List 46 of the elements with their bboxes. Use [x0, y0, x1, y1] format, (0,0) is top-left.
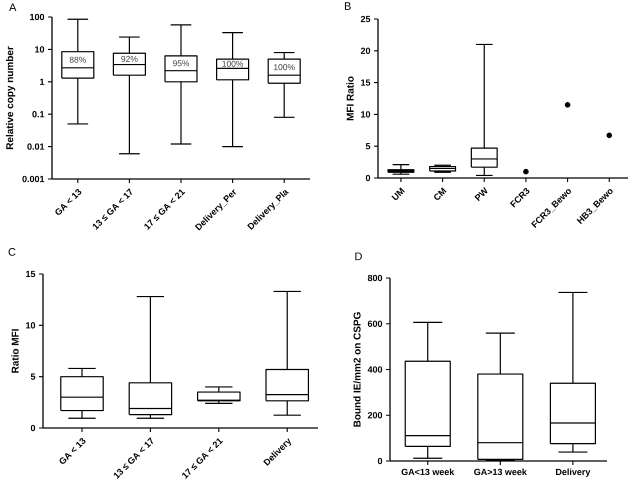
annotation: 100%: [222, 60, 244, 67]
x-tick-label: GA < 13: [60, 438, 86, 464]
x-tick-label: PW: [474, 186, 488, 202]
y-tick-label: 0.1: [32, 111, 44, 118]
y-tick-label: 10: [26, 322, 36, 329]
annotation: 88%: [70, 56, 86, 63]
y-axis-title: Ratio MFI: [11, 329, 19, 373]
y-tick-label: 15: [361, 79, 370, 86]
y-tick-label: 5: [30, 374, 36, 380]
x-tick-label: UM: [391, 187, 405, 200]
y-tick-label: 0.001: [22, 176, 44, 182]
annotation: 95%: [172, 60, 190, 66]
y-tick-label: 100: [30, 14, 44, 20]
y-tick-label: 0.01: [27, 143, 44, 150]
y-tick-label: 20: [360, 48, 370, 54]
y-tick-label: 10: [361, 111, 370, 118]
y-tick-label: 800: [368, 274, 382, 282]
x-tick-label: GA<13 week: [402, 468, 454, 476]
y-tick-label: 400: [368, 366, 382, 373]
y-axis-title: MFI Ratio: [346, 76, 354, 120]
y-tick-label: 10: [35, 46, 44, 53]
y-tick-label: 25: [360, 16, 370, 22]
x-tick-label: GA < 13: [55, 188, 82, 215]
y-tick-label: 0: [378, 458, 382, 464]
x-tick-label: CM: [434, 187, 447, 200]
y-axis-title: Relative copy number: [6, 46, 16, 150]
x-tick-label: 13 ≤ GA < 17: [92, 188, 132, 230]
annotation: 100%: [274, 64, 295, 70]
y-tick-label: 200: [368, 412, 382, 418]
y-tick-label: 1: [40, 78, 44, 85]
y-tick-label: 0: [366, 174, 370, 182]
chart-title: A: [9, 3, 16, 12]
y-tick-label: 600: [368, 320, 382, 327]
y-tick-label: 0: [30, 424, 36, 432]
chart-title: D: [355, 252, 362, 260]
x-tick-label: Delivery: [556, 468, 590, 477]
x-tick-label: 17 ≤ GA < 21: [144, 189, 186, 230]
y-axis-title: Bound IE/mm2 on CSPG: [353, 312, 361, 427]
chart-title: C: [8, 248, 16, 256]
annotation: 92%: [121, 56, 138, 62]
x-tick-label: GA>13 week: [474, 468, 527, 476]
x-tick-label: 13 ≤ GA < 17: [114, 437, 154, 479]
y-tick-label: 15: [26, 270, 36, 278]
chart-title: B: [344, 2, 351, 10]
x-tick-label: 17 ≤ GA < 21: [182, 438, 224, 479]
y-tick-label: 5: [366, 143, 370, 150]
